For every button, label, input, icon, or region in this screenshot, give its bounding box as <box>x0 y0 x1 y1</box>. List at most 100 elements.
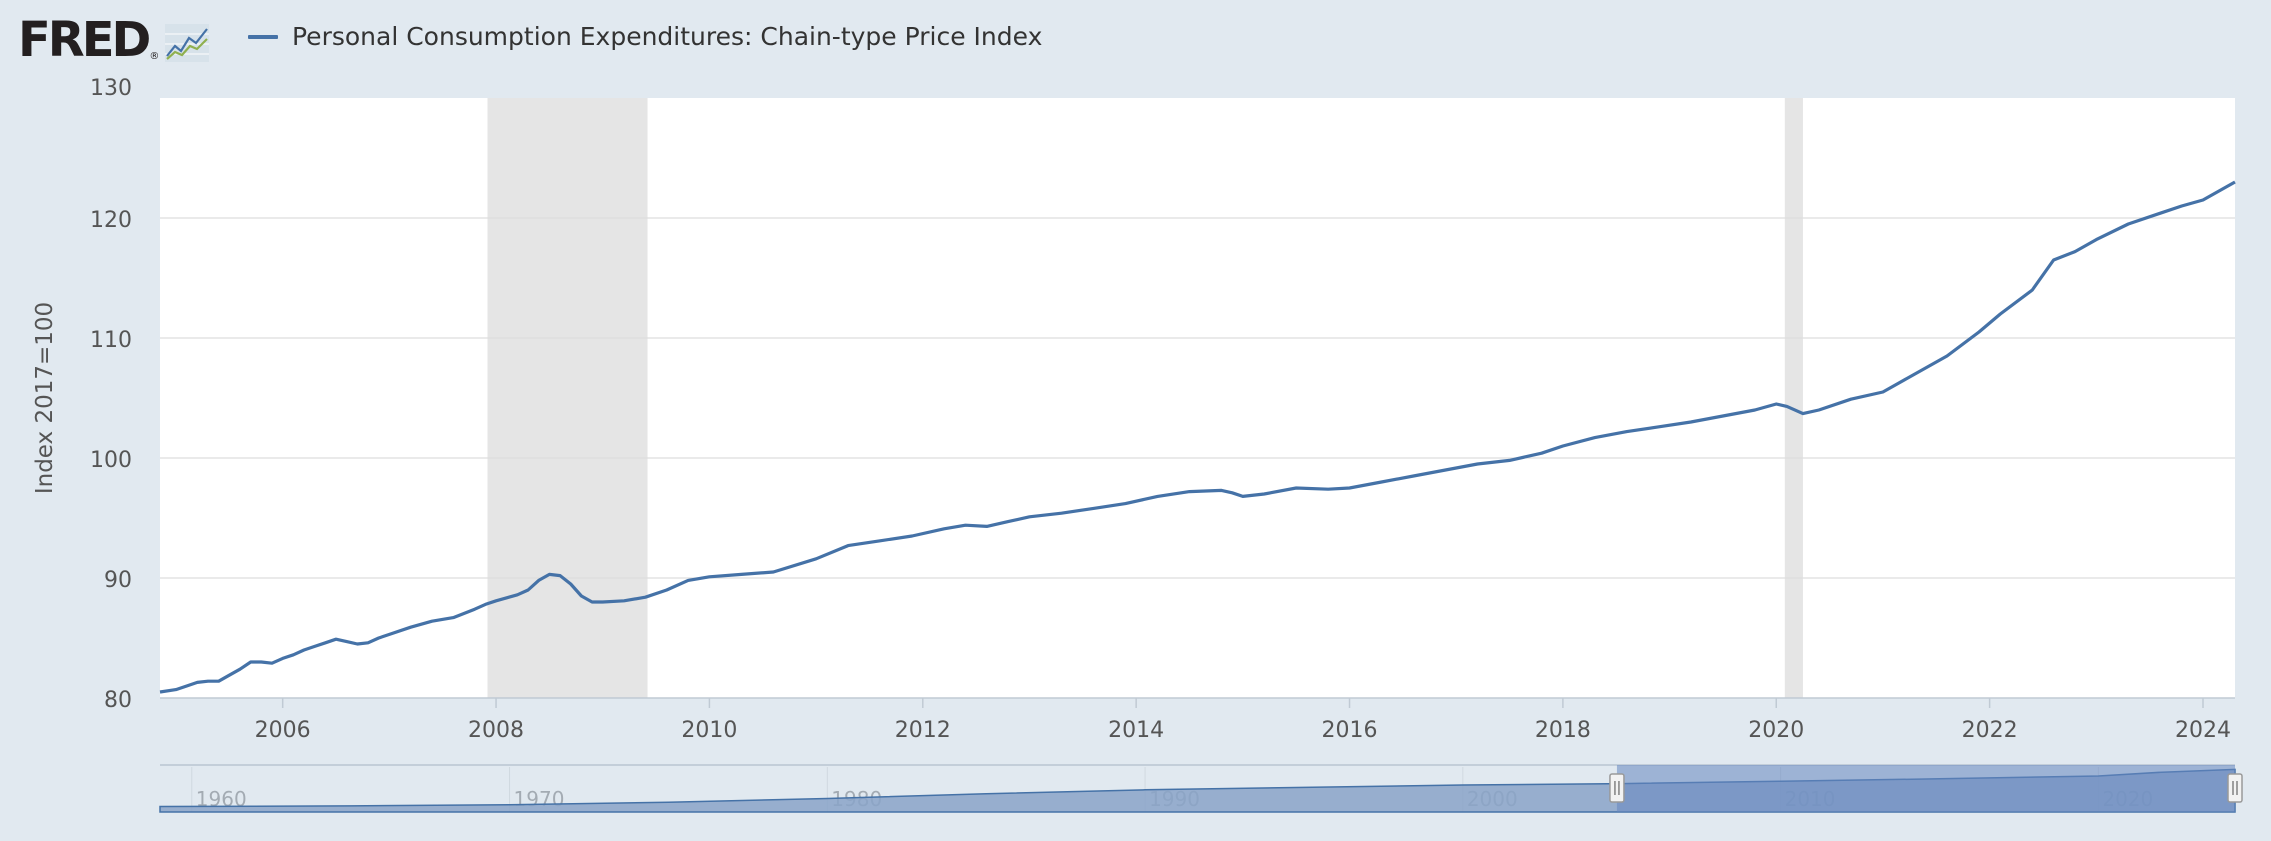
data-point <box>589 599 595 605</box>
x-tick-label: 2016 <box>1322 718 1378 743</box>
y-axis-ticks: 80 90 100 110 120 130 <box>90 76 132 713</box>
data-point <box>621 598 627 604</box>
x-tick-label: 2024 <box>2175 718 2231 743</box>
data-point <box>157 689 163 695</box>
data-point <box>2125 221 2131 227</box>
data-point <box>984 523 990 529</box>
data-point <box>536 577 542 583</box>
data-point <box>1688 419 1694 425</box>
data-point <box>1240 493 1246 499</box>
data-point <box>1912 371 1918 377</box>
fred-logo[interactable]: FRED ® <box>18 12 210 64</box>
data-point <box>1059 510 1065 516</box>
data-point <box>408 624 414 630</box>
y-tick-label: 110 <box>90 328 132 353</box>
data-point <box>1219 487 1225 493</box>
x-tick-label: 2022 <box>1962 718 2018 743</box>
data-point <box>1027 514 1033 520</box>
data-point <box>333 636 339 642</box>
recession-bands <box>487 98 1803 698</box>
data-point <box>386 631 392 637</box>
data-point <box>1443 467 1449 473</box>
data-point <box>269 660 275 666</box>
data-point <box>365 640 371 646</box>
data-point <box>194 679 200 685</box>
data-point <box>2157 210 2163 216</box>
data-point <box>525 587 531 593</box>
data-point <box>1784 403 1790 409</box>
data-point <box>1411 473 1417 479</box>
data-point <box>2051 257 2057 263</box>
data-point <box>482 601 488 607</box>
gridlines <box>160 217 2235 579</box>
data-point <box>568 581 574 587</box>
data-point <box>1624 429 1630 435</box>
plot-area <box>160 98 2235 698</box>
data-point <box>909 533 915 539</box>
data-point <box>1261 491 1267 497</box>
data-point <box>322 640 328 646</box>
data-point <box>664 587 670 593</box>
data-point <box>1005 519 1011 525</box>
data-point <box>280 655 286 661</box>
data-point <box>450 615 456 621</box>
data-point <box>216 678 222 684</box>
data-point <box>600 599 606 605</box>
data-point <box>429 618 435 624</box>
data-point <box>1379 479 1385 485</box>
data-point <box>226 672 232 678</box>
data-point <box>642 594 648 600</box>
data-point <box>877 538 883 544</box>
data-point <box>1123 501 1129 507</box>
data-point <box>1187 489 1193 495</box>
data-point <box>546 571 552 577</box>
data-point <box>173 687 179 693</box>
data-point <box>578 593 584 599</box>
data-point <box>1091 505 1097 511</box>
registered-mark: ® <box>149 51 160 62</box>
range-navigator[interactable]: 1960197019801990200020102020 <box>159 764 2243 813</box>
recession-band <box>487 98 648 698</box>
y-tick-label: 100 <box>90 448 132 473</box>
navigator-handle-right[interactable] <box>2227 773 2243 803</box>
y-axis-label: Index 2017=100 <box>32 302 58 494</box>
series-line[interactable] <box>159 180 2236 694</box>
data-point <box>354 641 360 647</box>
data-point <box>184 683 190 689</box>
data-point <box>1944 353 1950 359</box>
data-point <box>1347 485 1353 491</box>
data-point <box>2029 287 2035 293</box>
data-point <box>248 659 254 665</box>
data-point <box>706 574 712 580</box>
data-point <box>1592 435 1598 441</box>
x-tick-label: 2014 <box>1108 718 1164 743</box>
data-point <box>472 606 478 612</box>
data-point <box>685 577 691 583</box>
data-point <box>770 569 776 575</box>
data-point <box>290 652 296 658</box>
navigator-selected-range[interactable] <box>1616 765 2235 812</box>
handle-grip[interactable] <box>1609 773 1625 803</box>
data-point <box>1816 407 1822 413</box>
data-point <box>1656 424 1662 430</box>
navigator-handle-left[interactable] <box>1609 773 1625 803</box>
legend-label: Personal Consumption Expenditures: Chain… <box>292 22 1043 51</box>
data-point <box>1155 493 1161 499</box>
x-tick-label: 2006 <box>255 718 311 743</box>
data-point <box>1507 457 1513 463</box>
legend-swatch <box>248 34 278 39</box>
x-tick-label: 2008 <box>468 718 524 743</box>
y-tick-label: 130 <box>90 76 132 101</box>
data-point <box>1880 389 1886 395</box>
data-point <box>312 643 318 649</box>
y-tick-label: 90 <box>104 568 132 593</box>
x-tick-label: 2020 <box>1748 718 1804 743</box>
data-point <box>2200 197 2206 203</box>
data-point <box>514 592 520 598</box>
legend-item[interactable]: Personal Consumption Expenditures: Chain… <box>248 22 1042 51</box>
data-point <box>1997 311 2003 317</box>
handle-grip[interactable] <box>2227 773 2243 803</box>
data-point <box>237 666 243 672</box>
data-point <box>258 659 264 665</box>
